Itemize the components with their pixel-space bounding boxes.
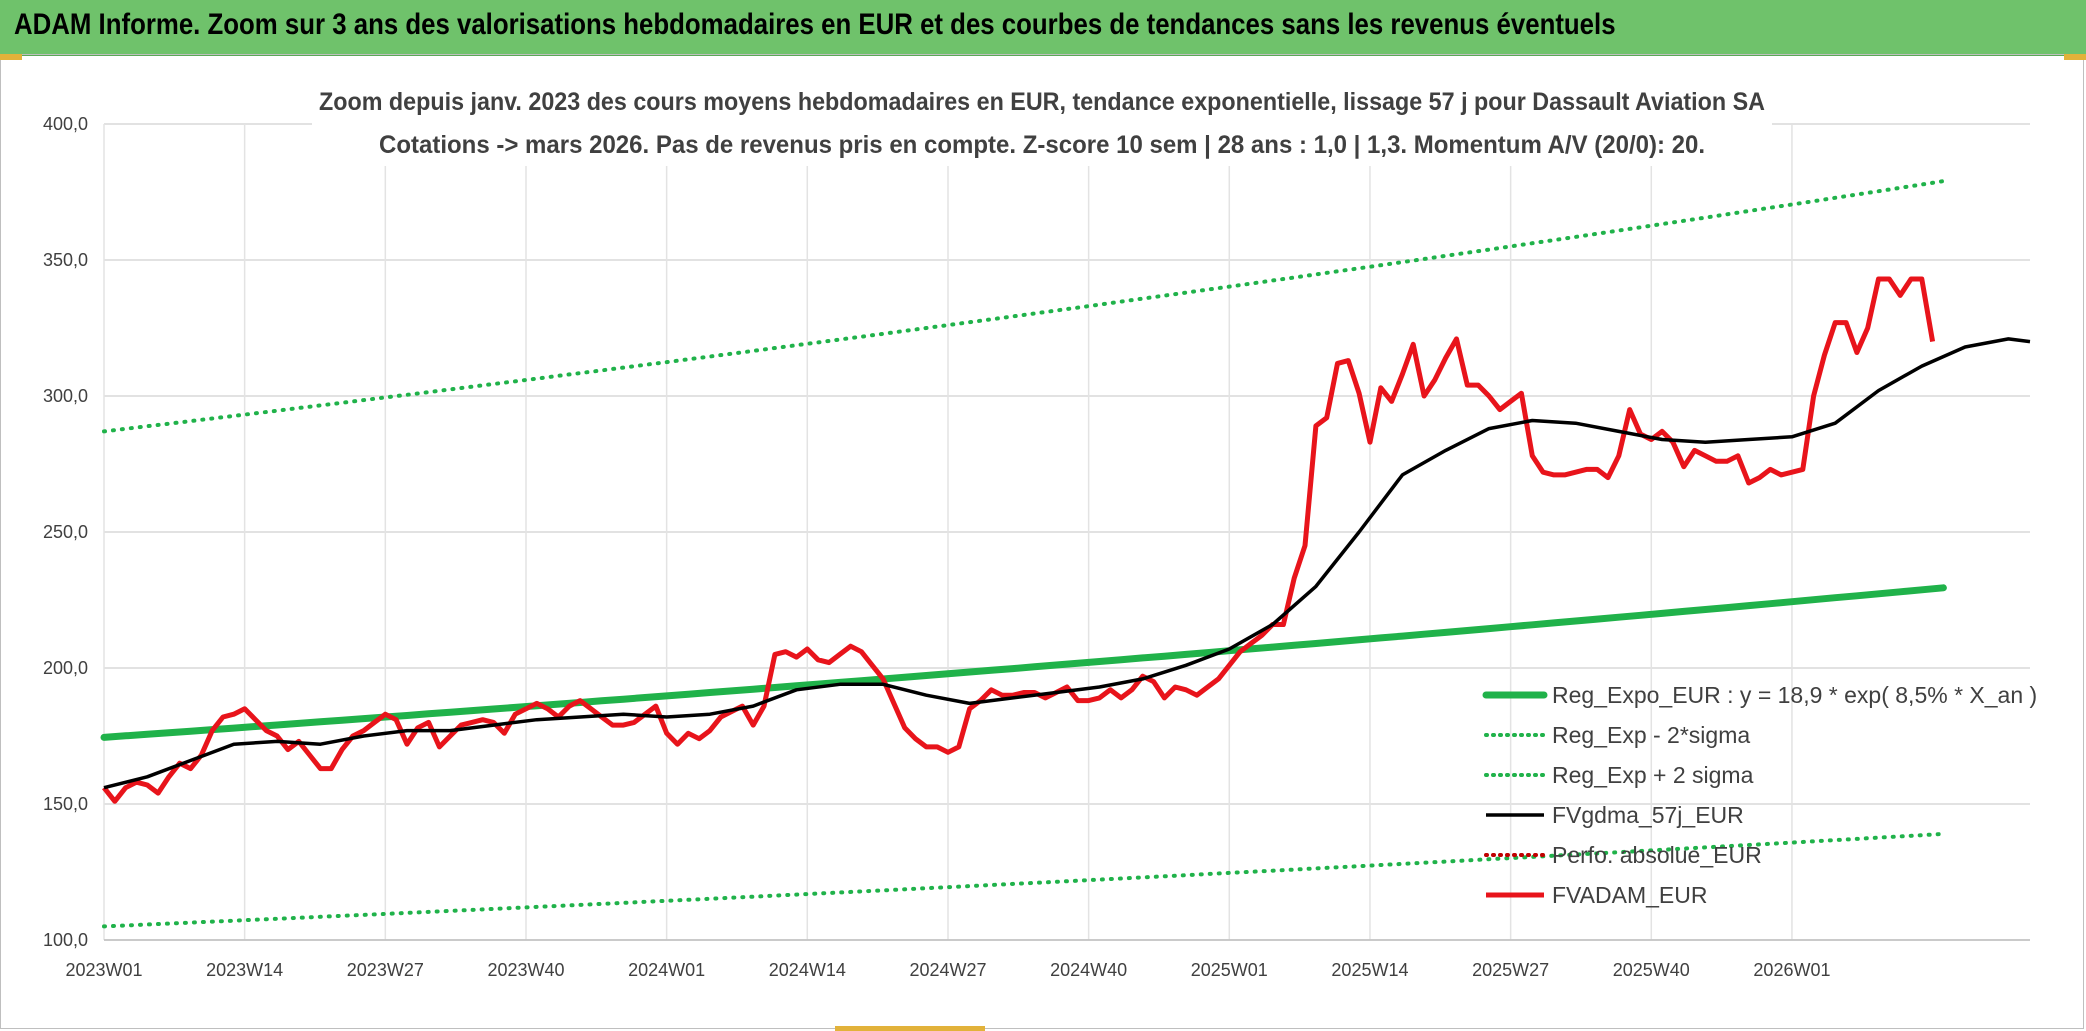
frame-corner-accent-right bbox=[2064, 54, 2086, 60]
legend-label: Reg_Expo_EUR : y = 18,9 * exp( 8,5% * X_… bbox=[1552, 682, 2037, 708]
x-tick-label: 2025W14 bbox=[1331, 960, 1408, 980]
y-tick-label: 150,0 bbox=[43, 794, 88, 814]
chart-frame bbox=[0, 54, 2084, 1029]
series-line-0 bbox=[100, 584, 1947, 741]
x-tick-label: 2026W01 bbox=[1753, 960, 1830, 980]
series-line-1 bbox=[102, 831, 1946, 929]
y-axis-ticks: 100,0 150,0 200,0 250,0 300,0 350,0 400,0 bbox=[43, 114, 88, 950]
legend-label: Reg_Exp - 2*sigma bbox=[1552, 722, 1750, 748]
x-tick-label: 2025W27 bbox=[1472, 960, 1549, 980]
report-banner: ADAM Informe. Zoom sur 3 ans des valoris… bbox=[0, 0, 2086, 56]
y-tick-label: 100,0 bbox=[43, 930, 88, 950]
y-tick-label: 250,0 bbox=[43, 522, 88, 542]
x-tick-label: 2024W01 bbox=[628, 960, 705, 980]
x-tick-label: 2025W01 bbox=[1191, 960, 1268, 980]
report-banner-title: ADAM Informe. Zoom sur 3 ans des valoris… bbox=[14, 8, 1616, 41]
legend-label: FVADAM_EUR bbox=[1552, 882, 1708, 908]
y-tick-label: 200,0 bbox=[43, 658, 88, 678]
chart-title-background bbox=[312, 78, 1772, 166]
y-tick-label: 300,0 bbox=[43, 386, 88, 406]
x-tick-label: 2023W40 bbox=[487, 960, 564, 980]
x-tick-label: 2023W01 bbox=[65, 960, 142, 980]
x-tick-label: 2025W40 bbox=[1613, 960, 1690, 980]
frame-bottom-accent bbox=[835, 1026, 985, 1031]
legend-label: Reg_Exp + 2 sigma bbox=[1552, 762, 1754, 788]
x-tick-label: 2024W27 bbox=[909, 960, 986, 980]
series-line-5 bbox=[102, 276, 1936, 804]
chart-grid bbox=[103, 123, 2030, 941]
frame-corner-accent-left bbox=[0, 54, 22, 60]
chart-title: Zoom depuis janv. 2023 des cours moyens … bbox=[319, 88, 1765, 116]
series-line-3 bbox=[103, 337, 2031, 790]
chart-subtitle: Cotations -> mars 2026. Pas de revenus p… bbox=[379, 131, 1705, 159]
x-tick-label: 2024W14 bbox=[769, 960, 846, 980]
x-tick-label: 2023W27 bbox=[347, 960, 424, 980]
legend-label: Perfo. absolue_EUR bbox=[1552, 842, 1762, 868]
x-axis-ticks: 2023W01 2023W14 2023W27 2023W40 2024W01 2024W… bbox=[65, 960, 1830, 980]
legend-label: FVgdma_57j_EUR bbox=[1552, 802, 1744, 828]
chart-legend: Reg_Expo_EUR : y = 18,9 * exp( 8,5% * X_… bbox=[1482, 682, 2037, 908]
x-tick-label: 2023W14 bbox=[206, 960, 283, 980]
chart-series-layer bbox=[100, 179, 2031, 929]
x-tick-label: 2024W40 bbox=[1050, 960, 1127, 980]
y-tick-label: 350,0 bbox=[43, 250, 88, 270]
series-line-2 bbox=[102, 179, 1946, 434]
y-tick-label: 400,0 bbox=[43, 114, 88, 134]
